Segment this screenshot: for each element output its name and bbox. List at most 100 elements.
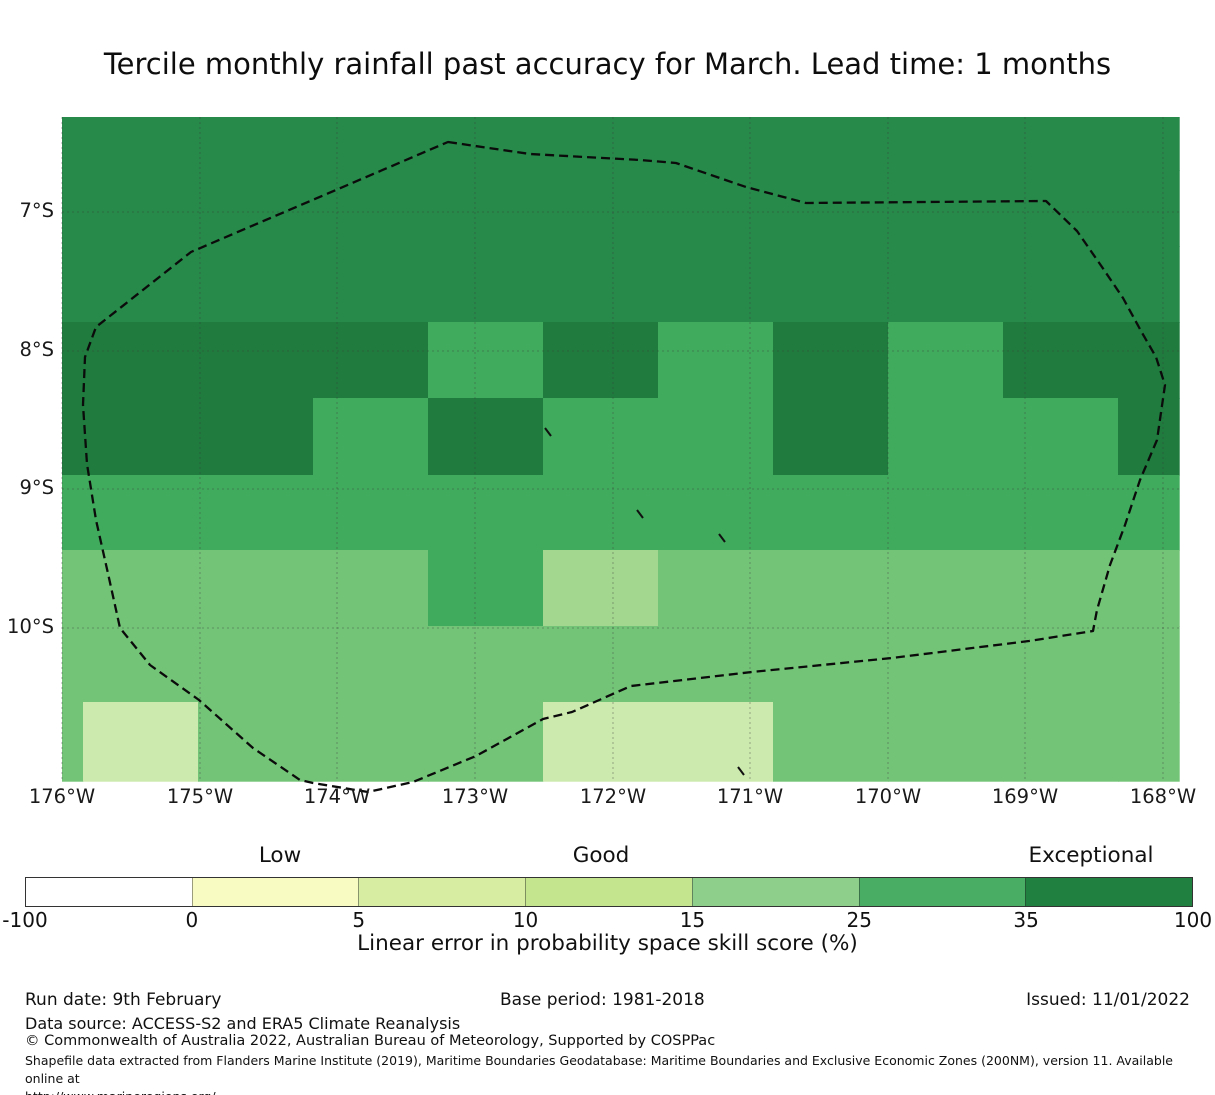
map-cell [62, 475, 84, 551]
colorbar-tick-label: 35 [1013, 908, 1039, 932]
colorbar-segment [525, 878, 692, 906]
map-cell [428, 117, 544, 171]
copyright-text: © Commonwealth of Australia 2022, Austra… [25, 1033, 716, 1049]
lon-tick-label: 175°W [166, 785, 234, 808]
map-cell [888, 702, 1004, 782]
base-period-text: Base period: 1981-2018 [500, 990, 705, 1010]
map-cell [62, 170, 84, 247]
map-cell [658, 246, 774, 323]
map-cell [83, 246, 199, 323]
map-cell [1118, 702, 1180, 782]
lat-tick-label: 9°S [19, 476, 54, 499]
island-marker [718, 533, 726, 543]
map-cell [543, 170, 659, 247]
colorbar-tick-label: 15 [679, 908, 706, 932]
map-cell [428, 550, 544, 627]
map-cell [198, 702, 314, 782]
map-cell [773, 246, 889, 323]
map-cell [83, 322, 199, 399]
map-cell [1118, 246, 1180, 323]
colorbar-tick-label: 0 [185, 908, 199, 932]
map-cell [428, 398, 544, 476]
map-cell [428, 626, 544, 703]
map-cell [198, 626, 314, 703]
map-cell [888, 246, 1004, 323]
lat-tick-label: 10°S [7, 615, 54, 638]
map-cell [313, 170, 429, 247]
map-cell [62, 626, 84, 703]
map-cell [543, 550, 659, 627]
map-cell [83, 550, 199, 627]
map-cell [198, 117, 314, 171]
map-cell [773, 322, 889, 399]
lon-tick-label: 171°W [716, 785, 784, 808]
map-cell [62, 702, 84, 782]
map-cell [1003, 246, 1119, 323]
map-cell [62, 550, 84, 627]
map-cell [83, 117, 199, 171]
run-date-text: Run date: 9th February [25, 990, 222, 1010]
map-cell [658, 322, 774, 399]
map-cell [313, 626, 429, 703]
map-cell [773, 170, 889, 247]
map-cell [198, 170, 314, 247]
map-cell [658, 475, 774, 551]
map-cell [62, 246, 84, 323]
disclaimer-text: Shapefile data extracted from Flanders M… [25, 1052, 1215, 1095]
colorbar-segment [26, 878, 192, 906]
colorbar-axis-label: Linear error in probability space skill … [357, 931, 858, 956]
map-cell [1003, 322, 1119, 399]
map-cell [83, 626, 199, 703]
map-cell [773, 550, 889, 627]
colorbar-tick-label: -100 [2, 908, 48, 932]
map-cell [83, 398, 199, 476]
lon-tick-label: 173°W [441, 785, 509, 808]
map-cell [658, 117, 774, 171]
map-cell [83, 702, 199, 782]
island-marker [737, 766, 745, 776]
map-cell [888, 322, 1004, 399]
map-cell [888, 170, 1004, 247]
map-cell [888, 475, 1004, 551]
issued-date-text: Issued: 11/01/2022 [1026, 990, 1190, 1010]
colorbar-tick-label: 10 [512, 908, 539, 932]
colorbar [25, 877, 1193, 907]
map-cell [313, 398, 429, 476]
lon-tick-label: 174°W [303, 785, 371, 808]
colorbar-category-label: Good [572, 843, 630, 868]
map-cell [773, 475, 889, 551]
map-cell [888, 550, 1004, 627]
map-cell [62, 117, 84, 171]
lat-tick-label: 7°S [19, 199, 54, 222]
colorbar-segment [191, 878, 359, 906]
island-marker [544, 427, 552, 437]
map-cell [1118, 398, 1180, 476]
map-cell [1003, 170, 1119, 247]
map-cell [1003, 117, 1119, 171]
map-cell [543, 475, 659, 551]
map-cell [428, 246, 544, 323]
map-cell [1118, 322, 1180, 399]
map-cell [198, 398, 314, 476]
map-cell [1118, 170, 1180, 247]
map-cell [1118, 550, 1180, 627]
map-cell [1003, 398, 1119, 476]
map-cell [658, 170, 774, 247]
island-marker [636, 509, 644, 519]
map-cell [543, 626, 659, 703]
data-source-text: Data source: ACCESS-S2 and ERA5 Climate … [25, 1014, 461, 1033]
map-cell [428, 475, 544, 551]
lon-tick-label: 170°W [854, 785, 922, 808]
map-cell [198, 322, 314, 399]
map-cell [543, 117, 659, 171]
map-cell [543, 398, 659, 476]
map-cell [1003, 626, 1119, 703]
map-cell [1003, 475, 1119, 551]
lon-tick-label: 168°W [1129, 785, 1197, 808]
map-cell [83, 170, 199, 247]
map-cell [658, 550, 774, 627]
map-cell [773, 117, 889, 171]
map-cell [313, 702, 429, 782]
colorbar-category-label: Low [258, 843, 302, 868]
